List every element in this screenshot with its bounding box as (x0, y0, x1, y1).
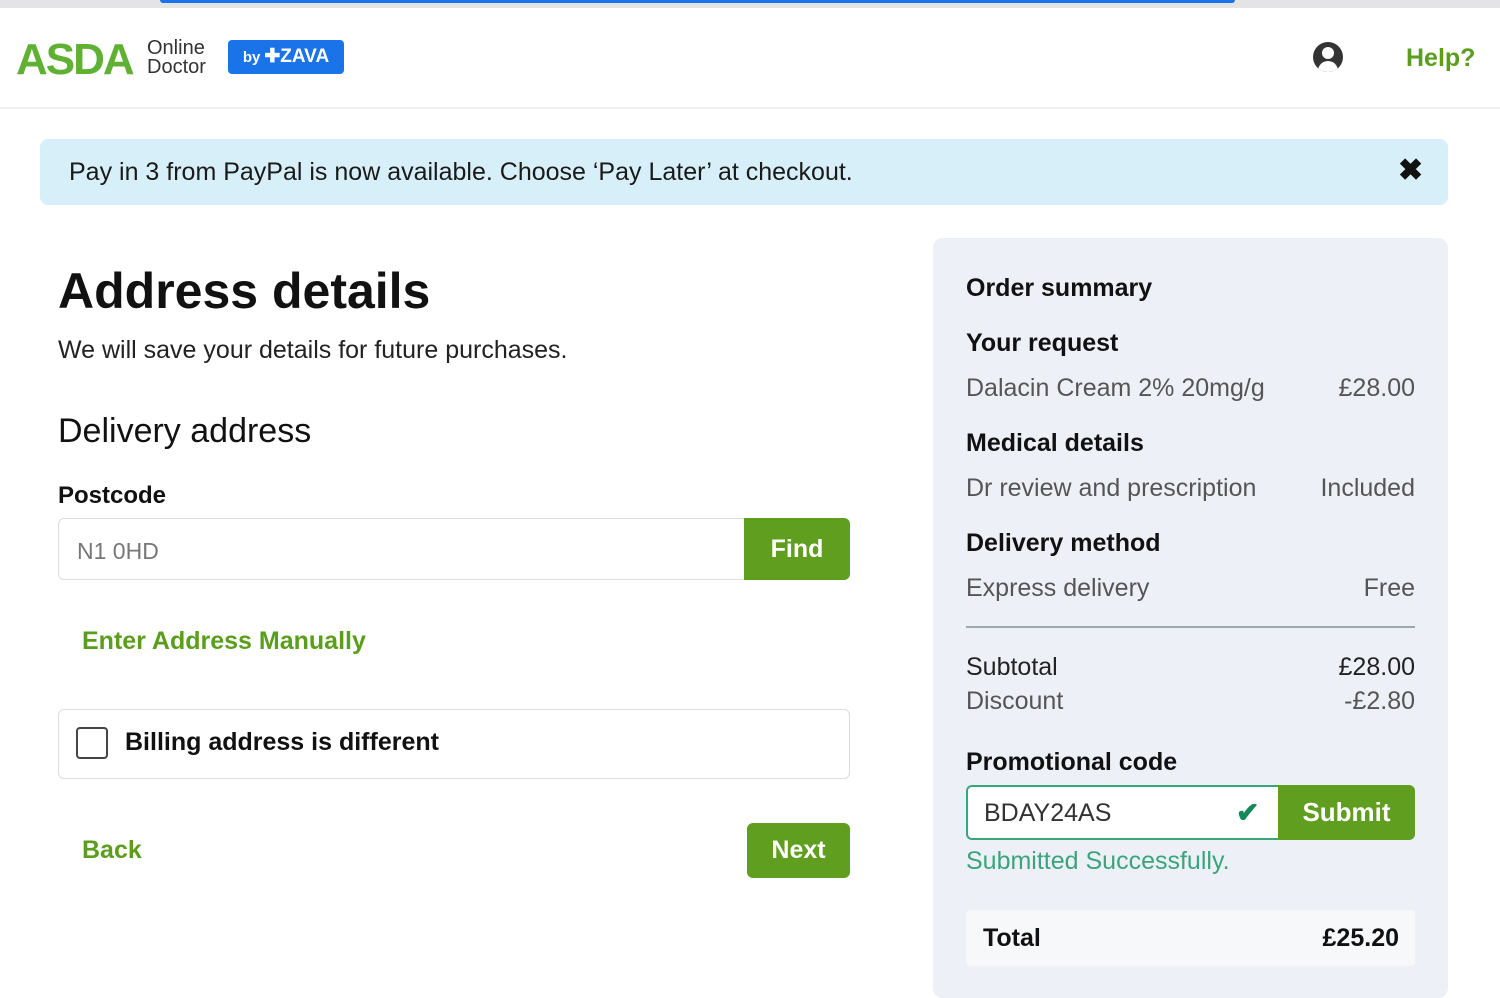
close-icon[interactable]: ✖ (1398, 154, 1424, 187)
submit-promo-button[interactable]: Submit (1278, 785, 1415, 840)
discount-value: -£2.80 (1344, 687, 1415, 715)
page-title: Address details (58, 263, 431, 319)
online-doctor-logo-text: Online Doctor (147, 37, 206, 78)
next-button[interactable]: Next (747, 823, 850, 878)
billing-checkbox[interactable] (76, 727, 108, 759)
promo-code-input[interactable]: BDAY24AS ✔ (966, 785, 1278, 840)
user-circle-icon[interactable] (1313, 42, 1343, 72)
delivery-label: Delivery method (966, 529, 1161, 557)
medical-item: Dr review and prescription (966, 474, 1257, 502)
summary-title: Order summary (966, 274, 1153, 302)
medical-price: Included (1320, 474, 1415, 502)
zava-badge: by ✚ZAVA (228, 40, 344, 74)
total-label: Total (983, 924, 1041, 952)
postcode-input[interactable]: N1 0HD (58, 518, 748, 580)
request-price: £28.00 (1338, 374, 1415, 402)
promo-label: Promotional code (966, 748, 1178, 776)
section-heading: Delivery address (58, 412, 312, 450)
promo-status: Submitted Successfully. (966, 847, 1230, 875)
billing-label: Billing address is different (125, 728, 439, 756)
find-button[interactable]: Find (744, 518, 850, 580)
total-row: Total £25.20 (966, 910, 1415, 966)
order-summary-panel: Order summary Your request Dalacin Cream… (933, 238, 1448, 998)
back-link[interactable]: Back (82, 836, 142, 864)
browser-strip (0, 0, 1500, 8)
request-item: Dalacin Cream 2% 20mg/g (966, 374, 1265, 402)
site-header: ASDA Online Doctor by ✚ZAVA Help? (0, 8, 1500, 109)
promo-code-value: BDAY24AS (984, 799, 1112, 827)
discount-label: Discount (966, 687, 1064, 715)
enter-address-manually-link[interactable]: Enter Address Manually (82, 627, 366, 655)
subtotal-value: £28.00 (1338, 653, 1415, 681)
loading-bar (160, 0, 1235, 3)
subtotal-label: Subtotal (966, 653, 1058, 681)
page-subtitle: We will save your details for future pur… (58, 336, 568, 364)
billing-different-option[interactable]: Billing address is different (58, 709, 850, 779)
total-value: £25.20 (1322, 924, 1399, 952)
asda-logo[interactable]: ASDA (16, 35, 135, 84)
delivery-item: Express delivery (966, 574, 1150, 602)
postcode-label: Postcode (58, 482, 167, 509)
help-link[interactable]: Help? (1406, 44, 1476, 72)
checkmark-icon: ✔ (1236, 797, 1260, 828)
paypal-banner: Pay in 3 from PayPal is now available. C… (40, 139, 1448, 205)
banner-text: Pay in 3 from PayPal is now available. C… (69, 158, 853, 186)
divider (966, 626, 1415, 628)
delivery-price: Free (1363, 574, 1415, 602)
request-label: Your request (966, 329, 1119, 357)
medical-label: Medical details (966, 429, 1144, 457)
